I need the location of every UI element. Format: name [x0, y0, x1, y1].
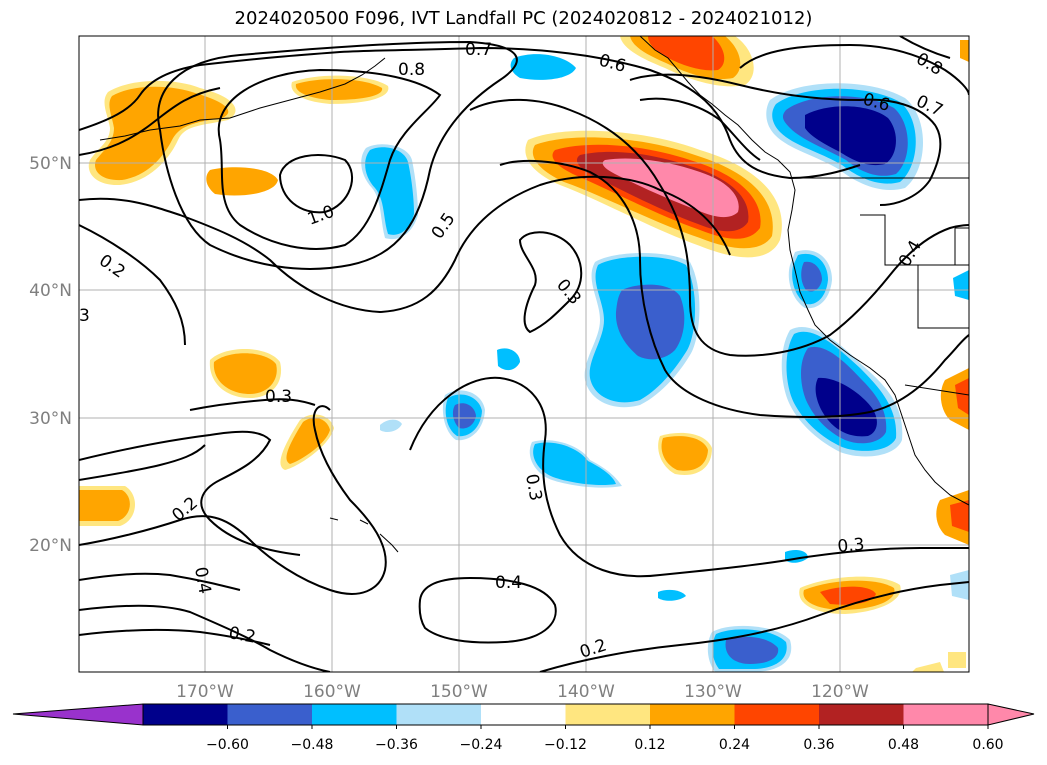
contour-label: 3	[79, 306, 90, 326]
colorbar-tick-label: 0.36	[803, 737, 834, 753]
lat-label: 40°N	[29, 281, 72, 301]
colorbar-tick-label: 0.60	[972, 737, 1003, 753]
lon-label: 170°W	[176, 682, 234, 702]
map-title: 2024020500 F096, IVT Landfall PC (202402…	[234, 8, 813, 29]
latitude-labels: 50°N 40°N 30°N 20°N	[29, 154, 72, 556]
contour-label: 0.3	[265, 387, 292, 407]
lat-label: 30°N	[29, 409, 72, 429]
contour-label: 0.8	[398, 60, 425, 80]
longitude-labels: 170°W 160°W 150°W 140°W 130°W 120°W	[176, 682, 869, 702]
lon-label: 140°W	[557, 682, 615, 702]
ivt-filled-anomalies	[79, 36, 969, 672]
colorbar-bin	[396, 704, 482, 725]
colorbar-bin	[481, 704, 566, 725]
colorbar-tick-label: −0.60	[206, 737, 249, 753]
colorbar-high-extend	[987, 703, 1035, 726]
colorbar-bin	[565, 704, 651, 725]
colorbar-low-extend	[12, 703, 144, 726]
colorbar: −0.60 −0.48 −0.36 −0.24 −0.12 0.12 0.24 0.36 0.4…	[12, 703, 1035, 753]
colorbar-tick-label: −0.12	[544, 737, 587, 753]
contour-label: 0.3	[837, 535, 866, 557]
coastlines	[99, 36, 969, 553]
contour-label: 0.4	[495, 573, 522, 593]
colorbar-tick-label: 0.48	[888, 737, 919, 753]
colorbar-bin	[650, 704, 735, 725]
contour-label: 0.4	[190, 565, 214, 595]
contour-label: 0.3	[521, 472, 545, 502]
colorbar-bin	[312, 704, 397, 725]
colorbar-tick-label: −0.36	[375, 737, 418, 753]
colorbar-bin	[227, 704, 313, 725]
colorbar-bin	[734, 704, 820, 725]
lon-label: 120°W	[811, 682, 869, 702]
colorbar-tick-label: 0.24	[719, 737, 750, 753]
lon-label: 150°W	[430, 682, 488, 702]
contour-label: 0.7	[465, 40, 492, 60]
lon-label: 130°W	[684, 682, 742, 702]
colorbar-tick-label: 0.12	[634, 737, 665, 753]
lon-label: 160°W	[303, 682, 361, 702]
colorbar-tick-label: −0.24	[460, 737, 503, 753]
ivt-contours	[79, 36, 969, 672]
map-panel: 0.7 0.6 0.8 0.6 0.7 0.8 1.0 0.5 0.2 3 0.…	[79, 36, 969, 672]
colorbar-bin	[143, 704, 228, 725]
map-frame	[78, 35, 970, 673]
colorbar-tick-label: −0.48	[291, 737, 334, 753]
map-gridlines	[79, 36, 969, 672]
colorbar-bin	[819, 704, 904, 725]
lat-label: 50°N	[29, 154, 72, 174]
colorbar-bin	[903, 704, 989, 725]
contour-label: 0.2	[227, 623, 257, 647]
lat-label: 20°N	[29, 536, 72, 556]
